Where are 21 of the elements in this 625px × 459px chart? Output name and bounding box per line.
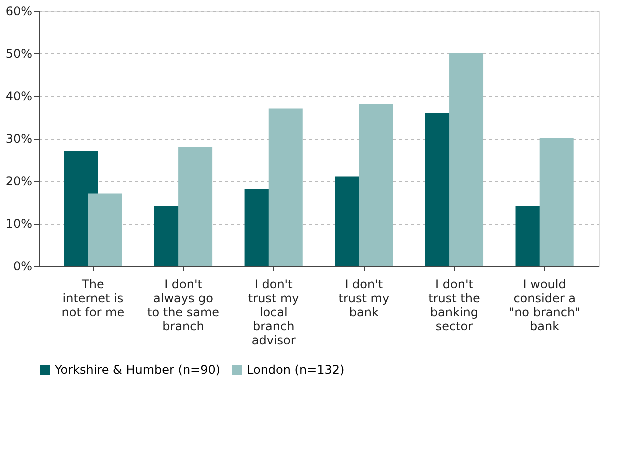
- y-tick-label: 0%: [13, 260, 32, 274]
- y-tick-label: 40%: [6, 90, 32, 104]
- y-tick-label: 30%: [6, 132, 32, 146]
- bar: [450, 54, 484, 266]
- x-tick-label: I would consider a "no branch" bank: [509, 278, 581, 334]
- y-tick-label: 10%: [6, 217, 32, 231]
- y-tick-label: 20%: [6, 174, 32, 188]
- x-tick-label: I don't trust the banking sector: [428, 278, 480, 334]
- x-tick-label: I don't trust my local branch advisor: [248, 278, 300, 348]
- x-tick-label: I don't always go to the same branch: [147, 278, 220, 334]
- y-tick-label: 50%: [6, 47, 32, 61]
- bar: [88, 194, 122, 266]
- legend-label: Yorkshire & Humber (n=90): [54, 363, 221, 377]
- bar: [178, 147, 213, 266]
- y-tick-label: 60%: [6, 4, 32, 18]
- x-tick-label: I don't trust my bank: [338, 278, 390, 320]
- legend-label: London (n=132): [247, 363, 345, 377]
- bar: [268, 108, 303, 266]
- bar: [540, 138, 574, 266]
- bar: [359, 104, 394, 266]
- x-tick-label: The internet is not for me: [62, 278, 125, 320]
